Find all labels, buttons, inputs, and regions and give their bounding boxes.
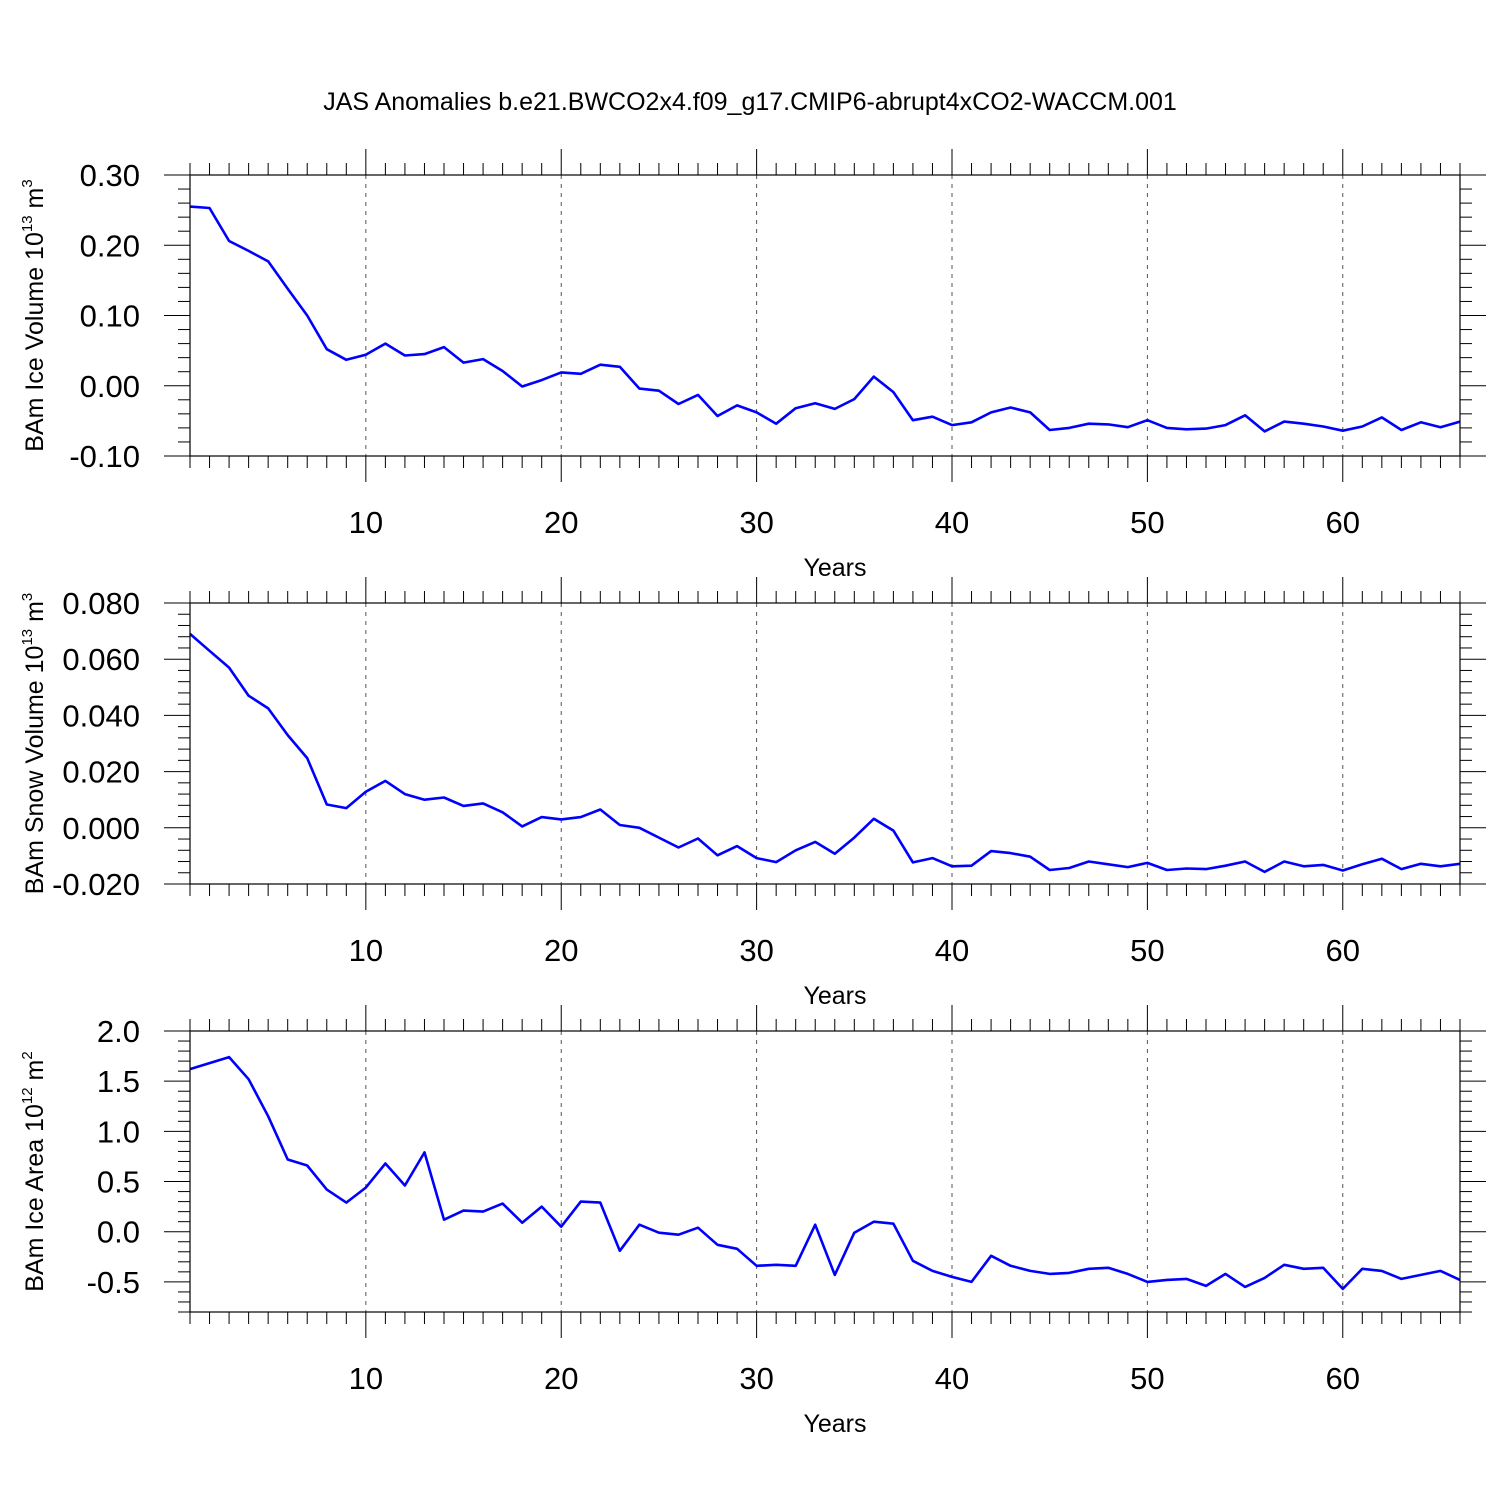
- y-tick-label: -0.5: [87, 1265, 140, 1300]
- x-tick-label: 30: [739, 933, 773, 968]
- series-line: [189, 1055, 1461, 1291]
- y-tick-label: 0.040: [62, 698, 140, 733]
- x-tick-label: 60: [1326, 933, 1360, 968]
- plot-frame: [189, 602, 1461, 885]
- y-tick-label: 0.30: [80, 158, 140, 193]
- y-tick-label: 1.0: [97, 1114, 140, 1149]
- panel-3: 2.0 1.5 1.0 0.5 0.0 -0.5 10 20 30 40 50 60 Years BAm …: [19, 1005, 1486, 1438]
- y-axis-label: BAm Ice Volume 1013 m3: [19, 179, 49, 451]
- y-tick-label: 0.10: [80, 299, 140, 334]
- series-line: [189, 632, 1461, 874]
- x-tick-label: 60: [1326, 1361, 1360, 1396]
- y-tick-label: 0.20: [80, 228, 140, 263]
- series-line: [189, 205, 1461, 433]
- plot-frame: [189, 174, 1461, 457]
- y-tick-label: -0.10: [69, 439, 140, 474]
- panel-2: 0.080 0.060 0.040 0.020 0.000 -0.020 10 20 30 40 5…: [19, 577, 1486, 1010]
- y-axis-label: BAm Snow Volume 1013 m3: [19, 593, 49, 895]
- y-tick-label: 0.060: [62, 642, 140, 677]
- plot-frame: [189, 1030, 1461, 1313]
- x-tick-label: 10: [349, 933, 383, 968]
- x-tick-label: 20: [544, 1361, 578, 1396]
- y-tick-label: 0.080: [62, 586, 140, 621]
- x-axis-label: Years: [803, 1410, 866, 1438]
- y-tick-label: 2.0: [97, 1014, 140, 1049]
- chart-title: JAS Anomalies b.e21.BWCO2x4.f09_g17.CMIP…: [323, 88, 1177, 116]
- x-tick-label: 50: [1130, 1361, 1164, 1396]
- y-tick-label: 0.00: [80, 369, 140, 404]
- x-tick-label: 30: [739, 505, 773, 540]
- x-tick-label: 30: [739, 1361, 773, 1396]
- x-axis-label: Years: [803, 554, 866, 582]
- x-tick-label: 10: [349, 1361, 383, 1396]
- y-tick-label: 0.0: [97, 1215, 140, 1250]
- x-tick-label: 20: [544, 933, 578, 968]
- x-tick-label: 40: [935, 933, 969, 968]
- x-tick-label: 60: [1326, 505, 1360, 540]
- x-tick-label: 50: [1130, 933, 1164, 968]
- y-tick-label: -0.020: [52, 867, 140, 902]
- x-tick-label: 40: [935, 1361, 969, 1396]
- x-tick-label: 10: [349, 505, 383, 540]
- y-tick-label: 1.5: [97, 1064, 140, 1099]
- x-tick-label: 50: [1130, 505, 1164, 540]
- panel-1: 0.30 0.20 0.10 0.00 -0.10 10 20 30 40 50 60 Years BA…: [19, 149, 1486, 582]
- y-tick-label: 0.5: [97, 1165, 140, 1200]
- x-tick-label: 20: [544, 505, 578, 540]
- y-tick-label: 0.000: [62, 811, 140, 846]
- x-axis-label: Years: [803, 982, 866, 1010]
- x-tick-label: 40: [935, 505, 969, 540]
- y-tick-label: 0.020: [62, 755, 140, 790]
- y-axis-label: BAm Ice Area 1012 m2: [19, 1051, 49, 1291]
